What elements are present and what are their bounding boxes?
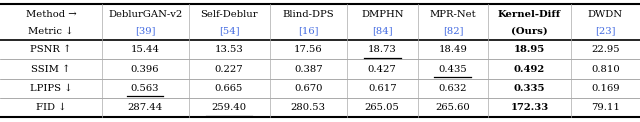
Text: 0.670: 0.670 [294, 84, 323, 93]
Text: 79.11: 79.11 [591, 103, 620, 112]
Text: [82]: [82] [443, 27, 463, 36]
Text: [39]: [39] [135, 27, 156, 36]
Text: PSNR ↑: PSNR ↑ [30, 45, 72, 54]
Text: 280.53: 280.53 [291, 103, 326, 112]
Text: 15.44: 15.44 [131, 45, 159, 54]
Text: LPIPS ↓: LPIPS ↓ [29, 84, 72, 93]
Text: Metric ↓: Metric ↓ [28, 27, 74, 36]
Text: 0.492: 0.492 [514, 65, 545, 74]
Text: 0.169: 0.169 [591, 84, 620, 93]
Text: Kernel-Diff: Kernel-Diff [498, 10, 561, 19]
Text: 259.40: 259.40 [211, 103, 246, 112]
Text: [84]: [84] [372, 27, 392, 36]
Text: DMPHN: DMPHN [361, 10, 403, 19]
Text: 265.05: 265.05 [365, 103, 399, 112]
Text: [54]: [54] [219, 27, 239, 36]
Text: Method →: Method → [26, 10, 76, 19]
Text: 18.95: 18.95 [514, 45, 545, 54]
Text: 0.396: 0.396 [131, 65, 159, 74]
Text: 0.227: 0.227 [215, 65, 243, 74]
Text: 0.617: 0.617 [368, 84, 397, 93]
Text: 0.810: 0.810 [591, 65, 620, 74]
Text: 0.563: 0.563 [131, 84, 159, 93]
Text: 0.427: 0.427 [368, 65, 397, 74]
Text: 0.387: 0.387 [294, 65, 323, 74]
Text: (Ours): (Ours) [511, 27, 548, 36]
Text: 17.56: 17.56 [294, 45, 323, 54]
Text: [23]: [23] [595, 27, 616, 36]
Text: 0.665: 0.665 [215, 84, 243, 93]
Text: 0.632: 0.632 [438, 84, 467, 93]
Text: [16]: [16] [298, 27, 319, 36]
Text: FID ↓: FID ↓ [36, 103, 66, 112]
Text: 0.435: 0.435 [438, 65, 467, 74]
Text: MPR-Net: MPR-Net [429, 10, 476, 19]
Text: 287.44: 287.44 [127, 103, 163, 112]
Text: SSIM ↑: SSIM ↑ [31, 65, 70, 74]
Text: 18.73: 18.73 [368, 45, 397, 54]
Text: 172.33: 172.33 [511, 103, 548, 112]
Text: DeblurGAN-v2: DeblurGAN-v2 [108, 10, 182, 19]
Text: Blind-DPS: Blind-DPS [282, 10, 334, 19]
Text: DWDN: DWDN [588, 10, 623, 19]
Text: 18.49: 18.49 [438, 45, 467, 54]
Text: 13.53: 13.53 [214, 45, 243, 54]
Text: 0.335: 0.335 [514, 84, 545, 93]
Text: Self-Deblur: Self-Deblur [200, 10, 258, 19]
Text: 265.60: 265.60 [436, 103, 470, 112]
Text: 22.95: 22.95 [591, 45, 620, 54]
